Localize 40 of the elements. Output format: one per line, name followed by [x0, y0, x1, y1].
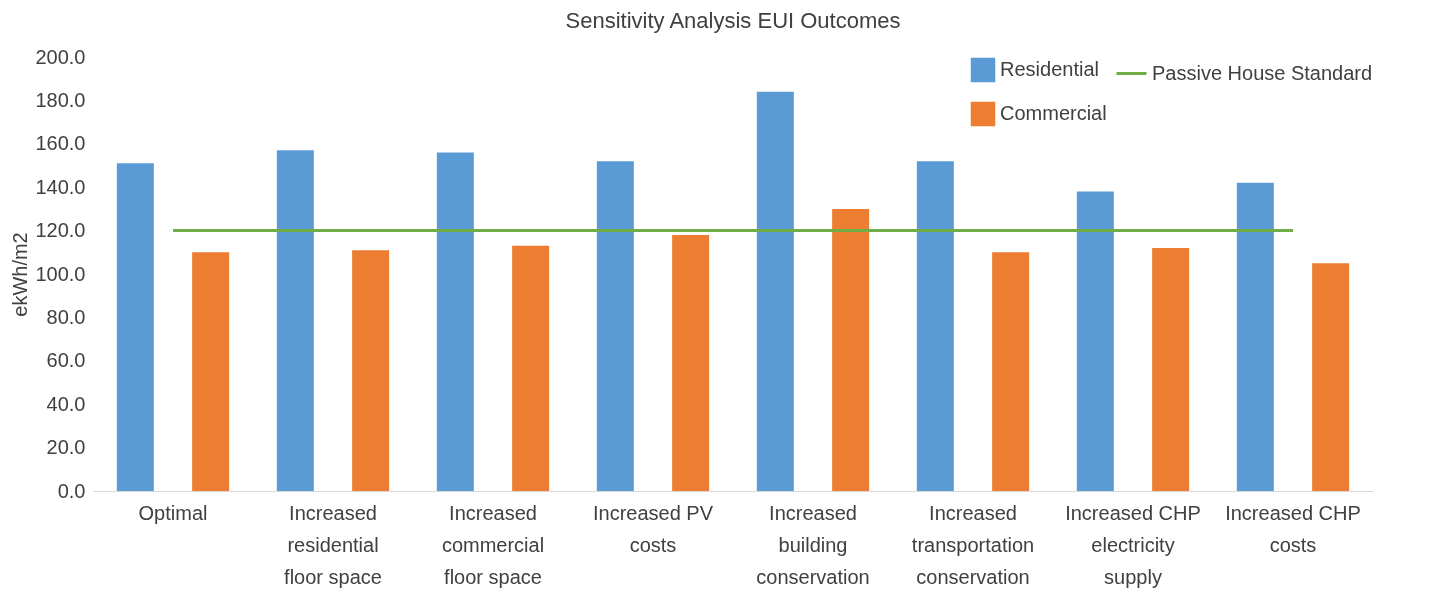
bar [276, 150, 314, 491]
y-tick-label: 20.0 [46, 436, 86, 459]
x-tick-label: Increased CHP costs [1225, 501, 1361, 556]
bar [192, 252, 230, 491]
bar [1236, 182, 1274, 491]
x-tick-label: Increased transportation conservation [911, 501, 1035, 588]
y-tick-label: 0.0 [57, 479, 86, 502]
y-tick-label: 80.0 [46, 305, 86, 328]
bar [1076, 191, 1114, 491]
bar [352, 250, 390, 491]
bar [512, 245, 550, 491]
bar [992, 252, 1030, 491]
bar [116, 163, 154, 491]
x-tick-label: Increased commercial floor space [441, 501, 545, 588]
y-tick-label: 60.0 [46, 349, 86, 372]
bar [756, 91, 794, 491]
y-axis-title: ekWh/m2 [9, 232, 32, 317]
x-tick-label: Increased building conservation [756, 501, 870, 588]
y-tick-label: 160.0 [35, 132, 86, 155]
y-tick-label: 120.0 [35, 219, 86, 242]
y-tick-label: 180.0 [35, 88, 86, 111]
x-tick-label: Increased CHP electricity supply [1065, 501, 1201, 588]
legend-label: Passive House Standard [1152, 61, 1373, 84]
x-tick-label: Optimal [138, 501, 208, 524]
chart-title: Sensitivity Analysis EUI Outcomes [565, 8, 901, 33]
bar [832, 208, 870, 491]
legend-label: Commercial [1000, 102, 1107, 124]
legend-label: Residential [1000, 58, 1099, 80]
y-tick-label: 140.0 [35, 175, 86, 198]
bar [916, 161, 954, 491]
bar [596, 161, 634, 491]
bar [1312, 263, 1350, 491]
bar [1152, 247, 1190, 491]
y-tick-label: 200.0 [35, 45, 86, 68]
y-tick-label: 40.0 [46, 392, 86, 415]
bar [672, 234, 710, 491]
x-tick-label: Increased residential floor space [284, 501, 382, 588]
bar [436, 152, 474, 491]
y-tick-label: 100.0 [35, 262, 86, 285]
x-tick-label: Increased PV costs [592, 501, 714, 556]
